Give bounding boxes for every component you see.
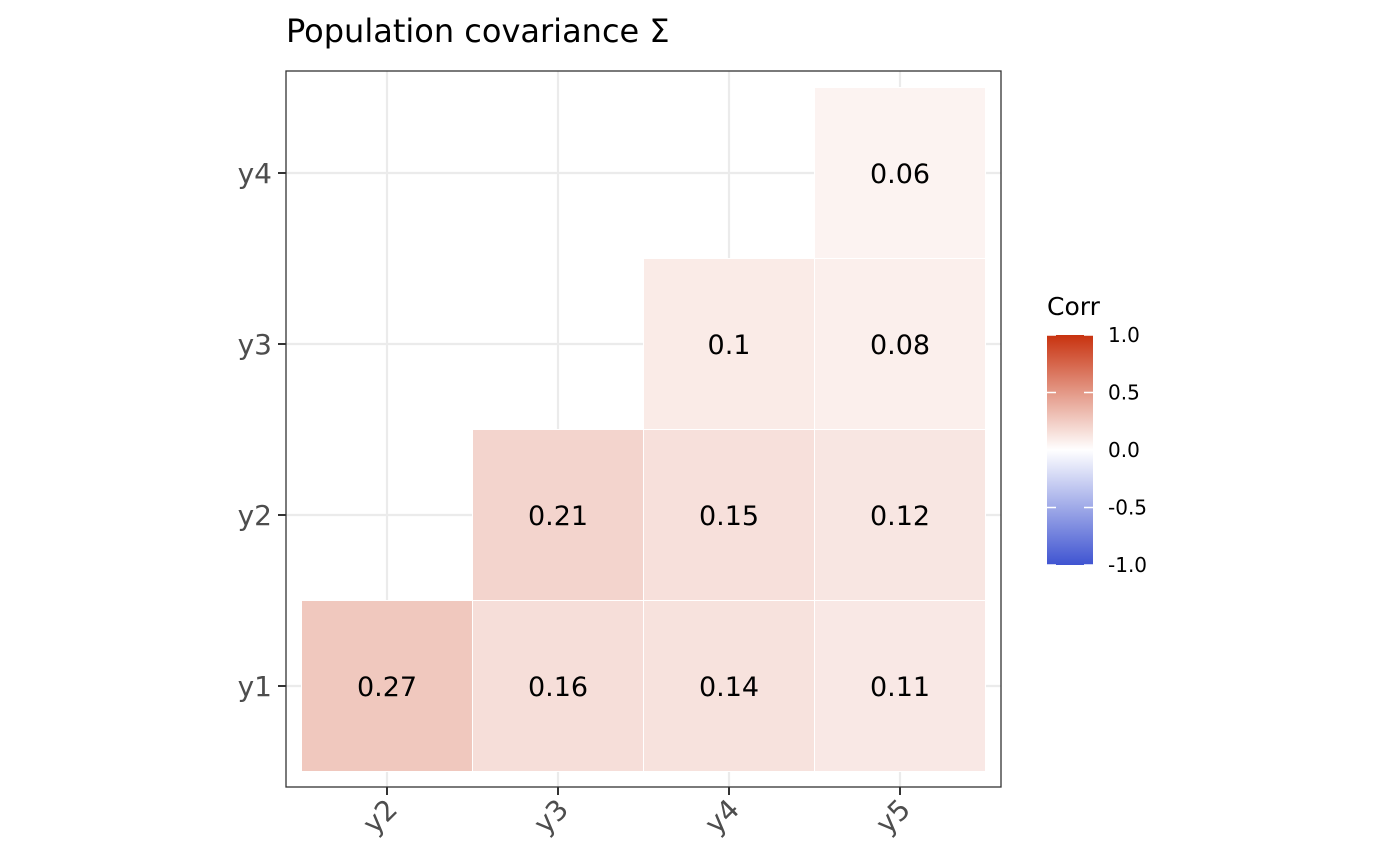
cell-value-label: 0.16 [528,672,588,703]
heatmap-cell [643,429,815,601]
plot-panel-border [285,70,1002,788]
legend-tick-label: -1.0 [1108,553,1147,577]
legend-title: Corr [1047,292,1101,321]
heatmap-cell [814,258,986,430]
legend-tick-label: 1.0 [1108,323,1140,347]
heatmap-cell [643,600,815,772]
cell-value-label: 0.12 [870,501,930,532]
heatmap-cell [814,87,986,259]
chart-title: Population covariance Σ [286,12,670,50]
cell-value-label: 0.06 [870,159,930,190]
heatmap-cell [301,600,473,772]
legend-tick-label: 0.5 [1108,381,1140,405]
x-tick-label: y4 [698,793,746,841]
y-tick-label: y2 [238,499,272,532]
y-tick-label: y4 [238,157,272,190]
cell-value-label: 0.15 [699,501,759,532]
cell-value-label: 0.11 [870,672,930,703]
x-tick-label: y2 [356,793,404,841]
cell-value-label: 0.1 [708,330,751,361]
x-tick-label: y3 [527,793,575,841]
y-tick-label: y3 [238,328,272,361]
x-tick-label: y5 [869,793,917,841]
heatmap-cell [814,600,986,772]
heatmap-cell [472,600,644,772]
cell-value-label: 0.21 [528,501,588,532]
y-tick-label: y1 [238,670,272,703]
legend-tick-label: -0.5 [1108,496,1147,520]
heatmap-cell [643,258,815,430]
legend-tick-label: 0.0 [1108,438,1140,462]
legend: Corr 1.0 0.5 0.0 -0.5 -1.0 [1047,292,1147,577]
cell-value-label: 0.27 [357,672,417,703]
cell-value-label: 0.08 [870,330,930,361]
cell-value-label: 0.14 [699,672,759,703]
heatmap-cells: 0.27 0.16 0.14 0.11 0.21 0.15 0.12 0.1 0.08 0.06 [301,87,986,772]
